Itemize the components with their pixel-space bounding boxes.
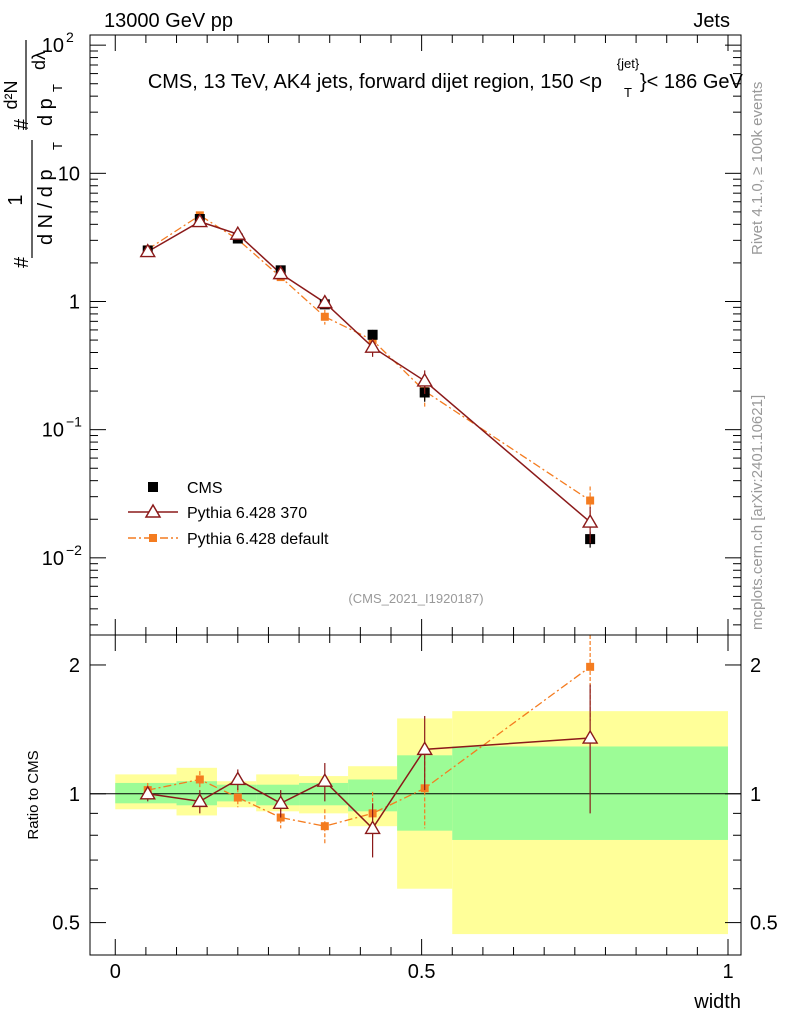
ylabel-hash-2: # <box>11 118 33 130</box>
ratio-ytick-label-right: 2 <box>750 655 761 677</box>
ratio-ytick-label: 2 <box>69 655 80 677</box>
ratio-pythia370-point <box>316 772 334 787</box>
pythia370-point <box>139 243 156 258</box>
ratio-pythia370-point <box>139 785 156 800</box>
main-ytick-exponent: −2 <box>66 542 82 558</box>
pythia370-point <box>416 372 433 387</box>
ratio-pythia-default-point <box>320 822 329 831</box>
x-axis-label: width <box>693 991 741 1013</box>
legend-label-cms: CMS <box>187 480 223 497</box>
ratio-band-inner <box>216 784 257 802</box>
ratio-panel-frame <box>89 634 742 956</box>
ratio-ytick-label: 0.5 <box>52 913 80 935</box>
legend-marker-pythia370 <box>144 503 162 518</box>
ylabel-frac-den: d N / d p <box>35 169 57 245</box>
ratio-pythia370-line <box>147 737 591 830</box>
ratio-pythia370-point <box>272 794 289 810</box>
ylabel-frac-den-sub: T <box>50 142 65 150</box>
energy-label: 13000 GeV pp <box>104 10 233 32</box>
ylabel-right-den: d p <box>35 98 57 126</box>
ratio-xtick-label: 1 <box>722 961 733 983</box>
ratio-plot-layer: 0.5 0.5 1 1 2 2 0 0.5 1 <box>52 635 778 983</box>
title-end: }< 186 GeV <box>640 71 744 93</box>
ratio-pythia-default-point <box>233 793 242 802</box>
ylabel-right-den-sub: T <box>50 84 65 92</box>
ratio-pythia370-point <box>364 820 381 835</box>
pythia370-point <box>581 513 599 528</box>
pythia370-point <box>272 265 289 280</box>
legend-marker-pythia-default <box>149 534 157 542</box>
ratio-pythia-default-line <box>147 666 591 827</box>
ylabel-hash: # <box>11 256 33 268</box>
mcplots-label: mcplots.cern.ch [arXiv:2401.10621] <box>749 395 766 630</box>
main-ytick-label: 1 <box>69 291 80 313</box>
ratio-ytick-label-right: 1 <box>750 784 761 806</box>
main-ytick-exponent: 2 <box>66 29 74 45</box>
pythia370-point <box>364 338 381 353</box>
ratio-ytick-label-right: 0.5 <box>750 913 778 935</box>
ylabel-frac-num: 1 <box>5 194 27 205</box>
ratio-pythia-default-point <box>586 662 595 671</box>
ratio-pythia370-point <box>191 792 209 808</box>
main-ytick-label: 10 <box>42 35 64 57</box>
legend-marker-cms <box>148 482 158 492</box>
legend-label-pythia370: Pythia 6.428 370 <box>187 505 307 522</box>
title-main: CMS, 13 TeV, AK4 jets, forward dijet reg… <box>148 71 602 93</box>
ratio-ylabel: Ratio to CMS <box>25 750 42 839</box>
ratio-xtick-label: 0.5 <box>408 961 436 983</box>
cms-point <box>367 329 378 340</box>
rivet-label: Rivet 4.1.0, ≥ 100k events <box>749 82 766 255</box>
plot-title: CMS, 13 TeV, AK4 jets, forward dijet reg… <box>148 56 744 100</box>
pythia370-line <box>147 220 591 523</box>
ratio-pythia-default-point <box>195 775 204 784</box>
pythia370-point <box>229 225 247 240</box>
ylabel-right-num: d²N <box>1 80 21 109</box>
analysis-watermark: (CMS_2021_I1920187) <box>348 591 483 606</box>
pythia-default-point <box>586 496 595 505</box>
pythia-default-line <box>147 214 591 502</box>
title-sub: T <box>624 85 632 100</box>
ylabel-right-dl: dλ <box>29 51 49 70</box>
main-ytick-label: 10 <box>58 163 80 185</box>
legend-label-pythia-default: Pythia 6.428 default <box>187 531 329 548</box>
category-label: Jets <box>693 10 730 32</box>
ratio-ytick-label: 1 <box>69 784 80 806</box>
pythia370-point <box>191 213 209 228</box>
ratio-pythia370-point <box>229 771 247 786</box>
ratio-pythia370-point <box>416 740 433 756</box>
main-ytick-label: 10 <box>42 420 64 442</box>
pythia-default-point <box>320 312 329 321</box>
main-ylabel: # 1 d N / d p T # d²N d p T dλ <box>1 40 65 268</box>
main-ytick-exponent: −1 <box>66 414 82 430</box>
ratio-xtick-label: 0 <box>110 961 121 983</box>
title-sup: {jet} <box>617 56 640 71</box>
main-ytick-label: 10 <box>42 548 64 570</box>
ratio-pythia370-point <box>581 729 599 744</box>
legend: CMS Pythia 6.428 370 Pythia 6.428 defaul… <box>128 480 329 548</box>
pythia370-point <box>316 294 334 309</box>
